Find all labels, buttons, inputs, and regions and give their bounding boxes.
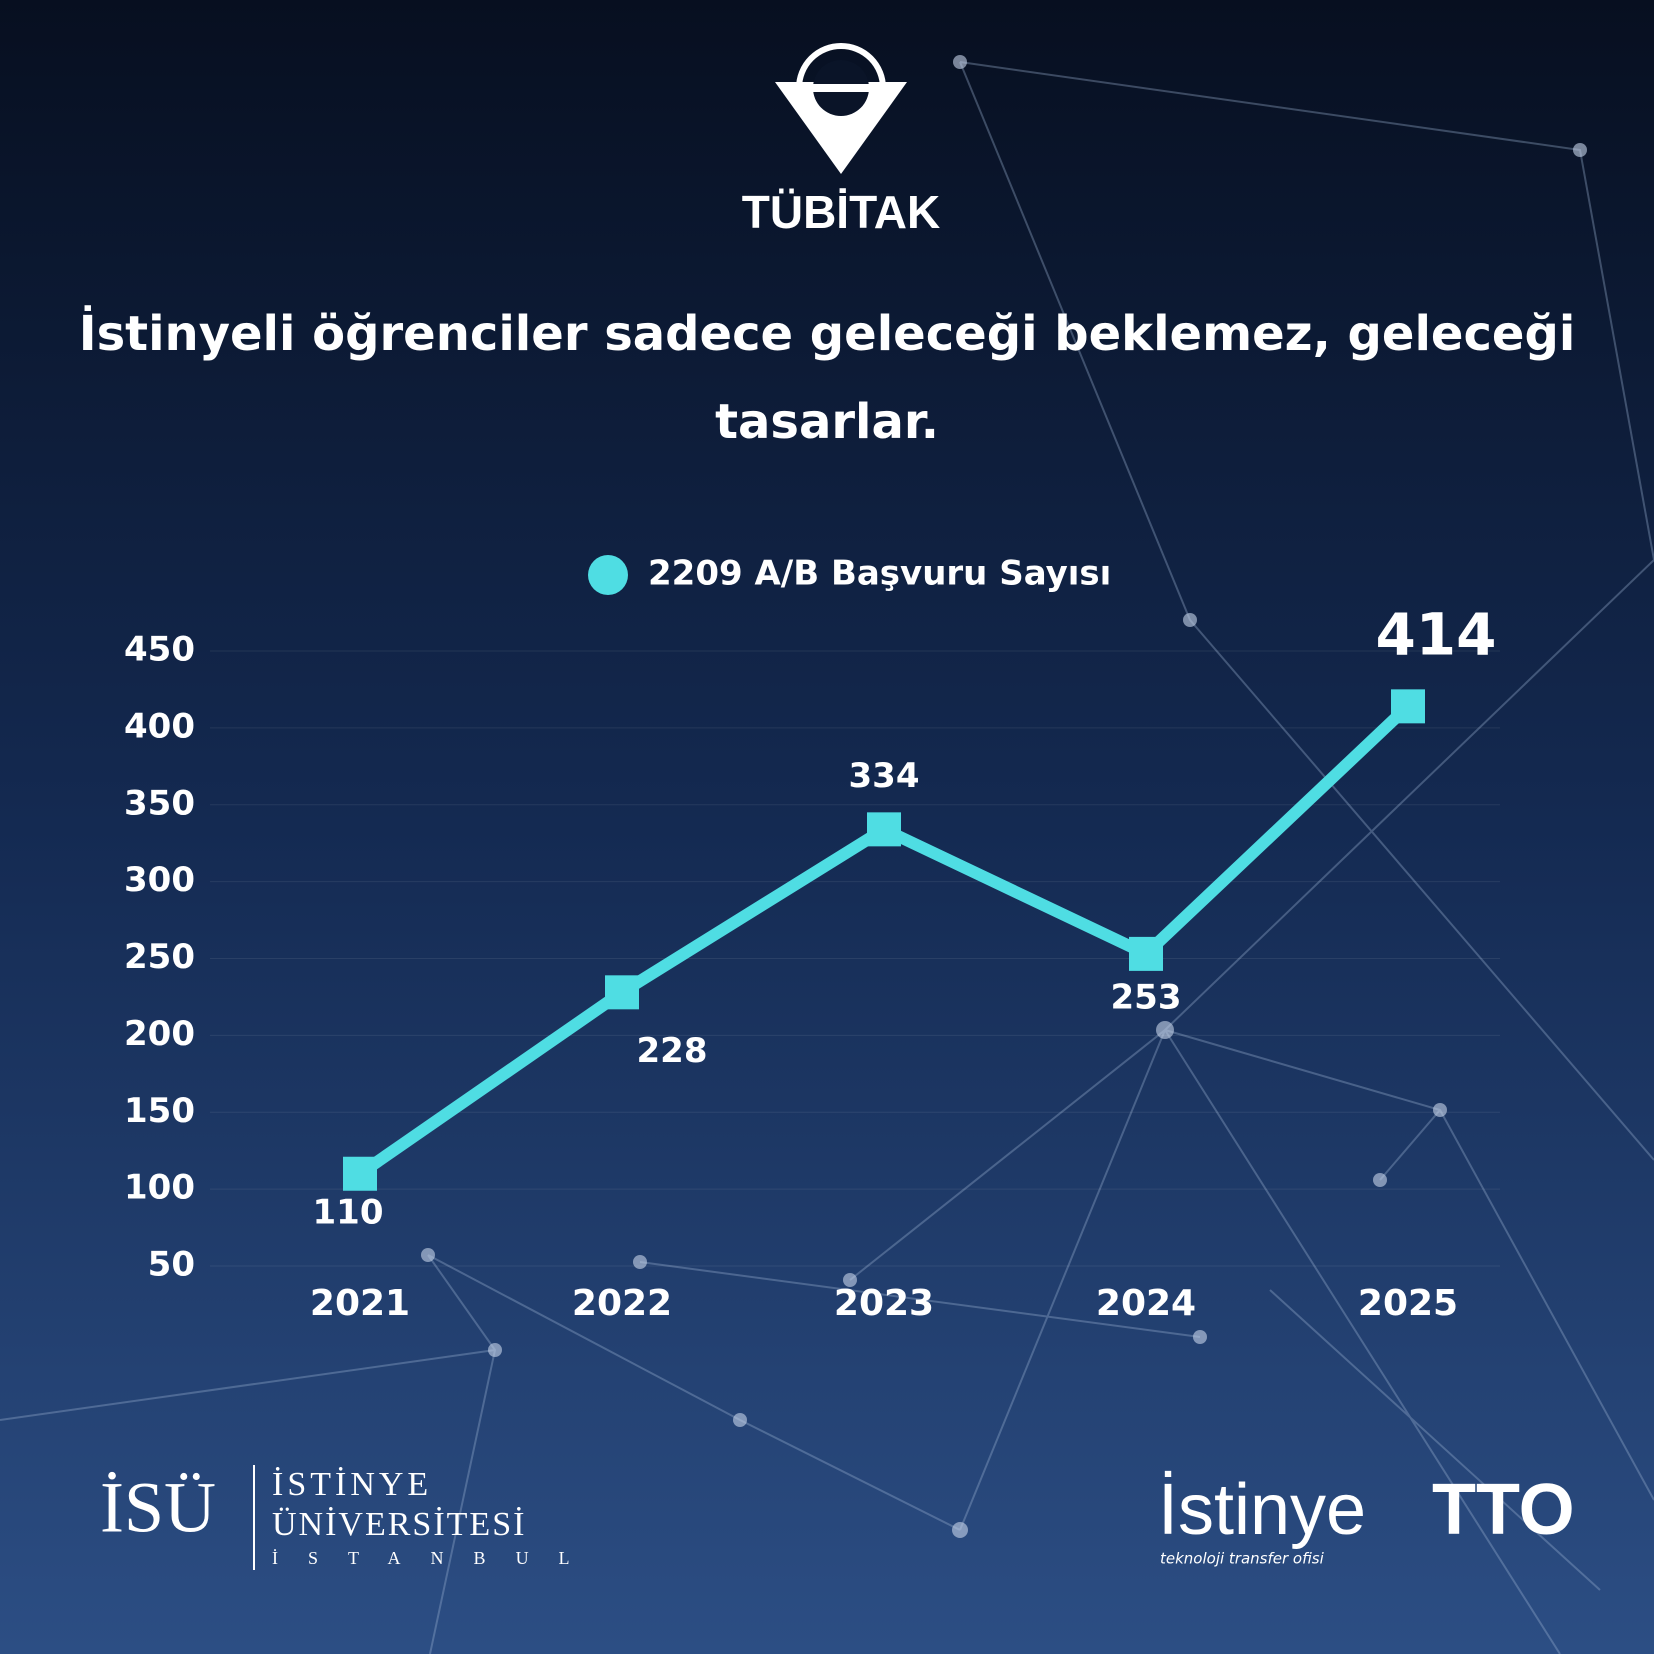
y-tick-label: 250 (124, 937, 195, 977)
network-decoration (0, 55, 1654, 1654)
y-tick-label: 50 (148, 1245, 195, 1285)
x-tick-label: 2023 (834, 1283, 934, 1324)
y-tick-label: 100 (124, 1168, 195, 1208)
y-tick-label: 350 (124, 783, 195, 823)
x-tick-label: 2022 (572, 1283, 672, 1324)
logo-text: TÜBİTAK (742, 186, 940, 238)
y-tick-label: 200 (124, 1014, 195, 1054)
uni-line1: İSTİNYE (272, 1466, 432, 1503)
data-label: 414 (1375, 600, 1496, 668)
point-marker (605, 975, 639, 1010)
uni-line2: ÜNİVERSİTESİ (272, 1506, 526, 1543)
uni-line3: İSTANBUL (272, 1548, 600, 1568)
point-marker (1129, 936, 1163, 971)
y-tick-label: 400 (124, 706, 195, 746)
y-tick-label: 300 (124, 860, 195, 900)
data-label: 334 (849, 756, 920, 796)
tto-tagline: teknoloji transfer ofisi (1160, 1550, 1325, 1568)
x-tick-label: 2025 (1358, 1283, 1458, 1324)
tto-bold: TTO (1432, 1470, 1575, 1550)
legend-swatch (588, 555, 628, 595)
x-tick-label: 2021 (310, 1283, 410, 1324)
legend-label: 2209 A/B Başvuru Sayısı (648, 554, 1111, 594)
tto-word: İstinye (1158, 1470, 1366, 1550)
data-label: 253 (1111, 977, 1182, 1017)
isu-mark: İSÜ (100, 1468, 216, 1548)
point-marker (343, 1156, 377, 1191)
chart-title: İstinyeli öğrenciler sadece geleceği bek… (78, 306, 1576, 450)
y-tick-label: 450 (124, 630, 195, 670)
data-label: 110 (313, 1192, 384, 1232)
tubitak-logo: TÜBİTAK (742, 43, 940, 238)
point-marker (1391, 689, 1425, 724)
data-label: 228 (637, 1031, 708, 1071)
footer-right: İstinye TTO teknoloji transfer ofisi (1158, 1470, 1575, 1567)
y-tick-label: 150 (124, 1091, 195, 1131)
point-marker (867, 812, 901, 847)
x-tick-label: 2024 (1096, 1283, 1196, 1324)
footer-left: İSÜ İSTİNYE ÜNİVERSİTESİ İSTANBUL (100, 1465, 600, 1570)
